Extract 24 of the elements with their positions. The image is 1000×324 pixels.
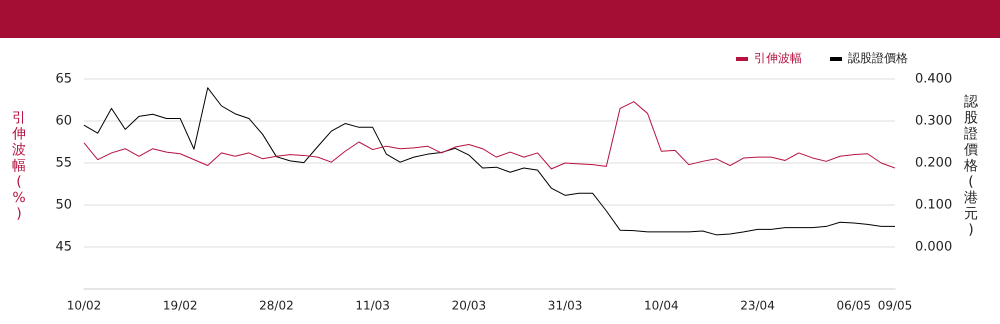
x-tick-label: 19/02 <box>162 298 198 312</box>
y-tick-label: 50 <box>55 197 72 212</box>
x-tick-label: 20/03 <box>452 298 486 312</box>
x-tick-label: 23/04 <box>740 298 775 312</box>
y-tick-label: 55 <box>55 155 72 170</box>
legend-label: 認股證價格 <box>848 50 908 67</box>
x-tick-label: 31/03 <box>548 298 582 312</box>
y-tick-label: 60 <box>55 113 72 128</box>
y2-tick-label: 0.000 <box>915 239 952 254</box>
x-tick-label: 11/03 <box>355 298 390 312</box>
y-tick-label: 65 <box>55 71 72 86</box>
x-tick-label: 09/05 <box>878 298 912 312</box>
y-axis-title: 引伸波幅(%) <box>11 110 27 222</box>
text: 認股證價格(港元) <box>964 94 978 238</box>
y2-tick-label: 0.400 <box>915 71 952 86</box>
y-tick-label: 45 <box>55 239 72 254</box>
y2-tick-label: 0.200 <box>915 155 952 170</box>
x-tick-label: 06/05 <box>836 298 872 312</box>
x-tick-label: 10/04 <box>644 298 679 312</box>
x-tick-label: 28/02 <box>259 298 294 312</box>
x-tick-label: 10/02 <box>66 298 102 312</box>
y2-tick-label: 0.300 <box>915 113 952 128</box>
y2-tick-label: 0.100 <box>915 197 952 212</box>
legend-label: 引伸波幅 <box>754 50 802 67</box>
